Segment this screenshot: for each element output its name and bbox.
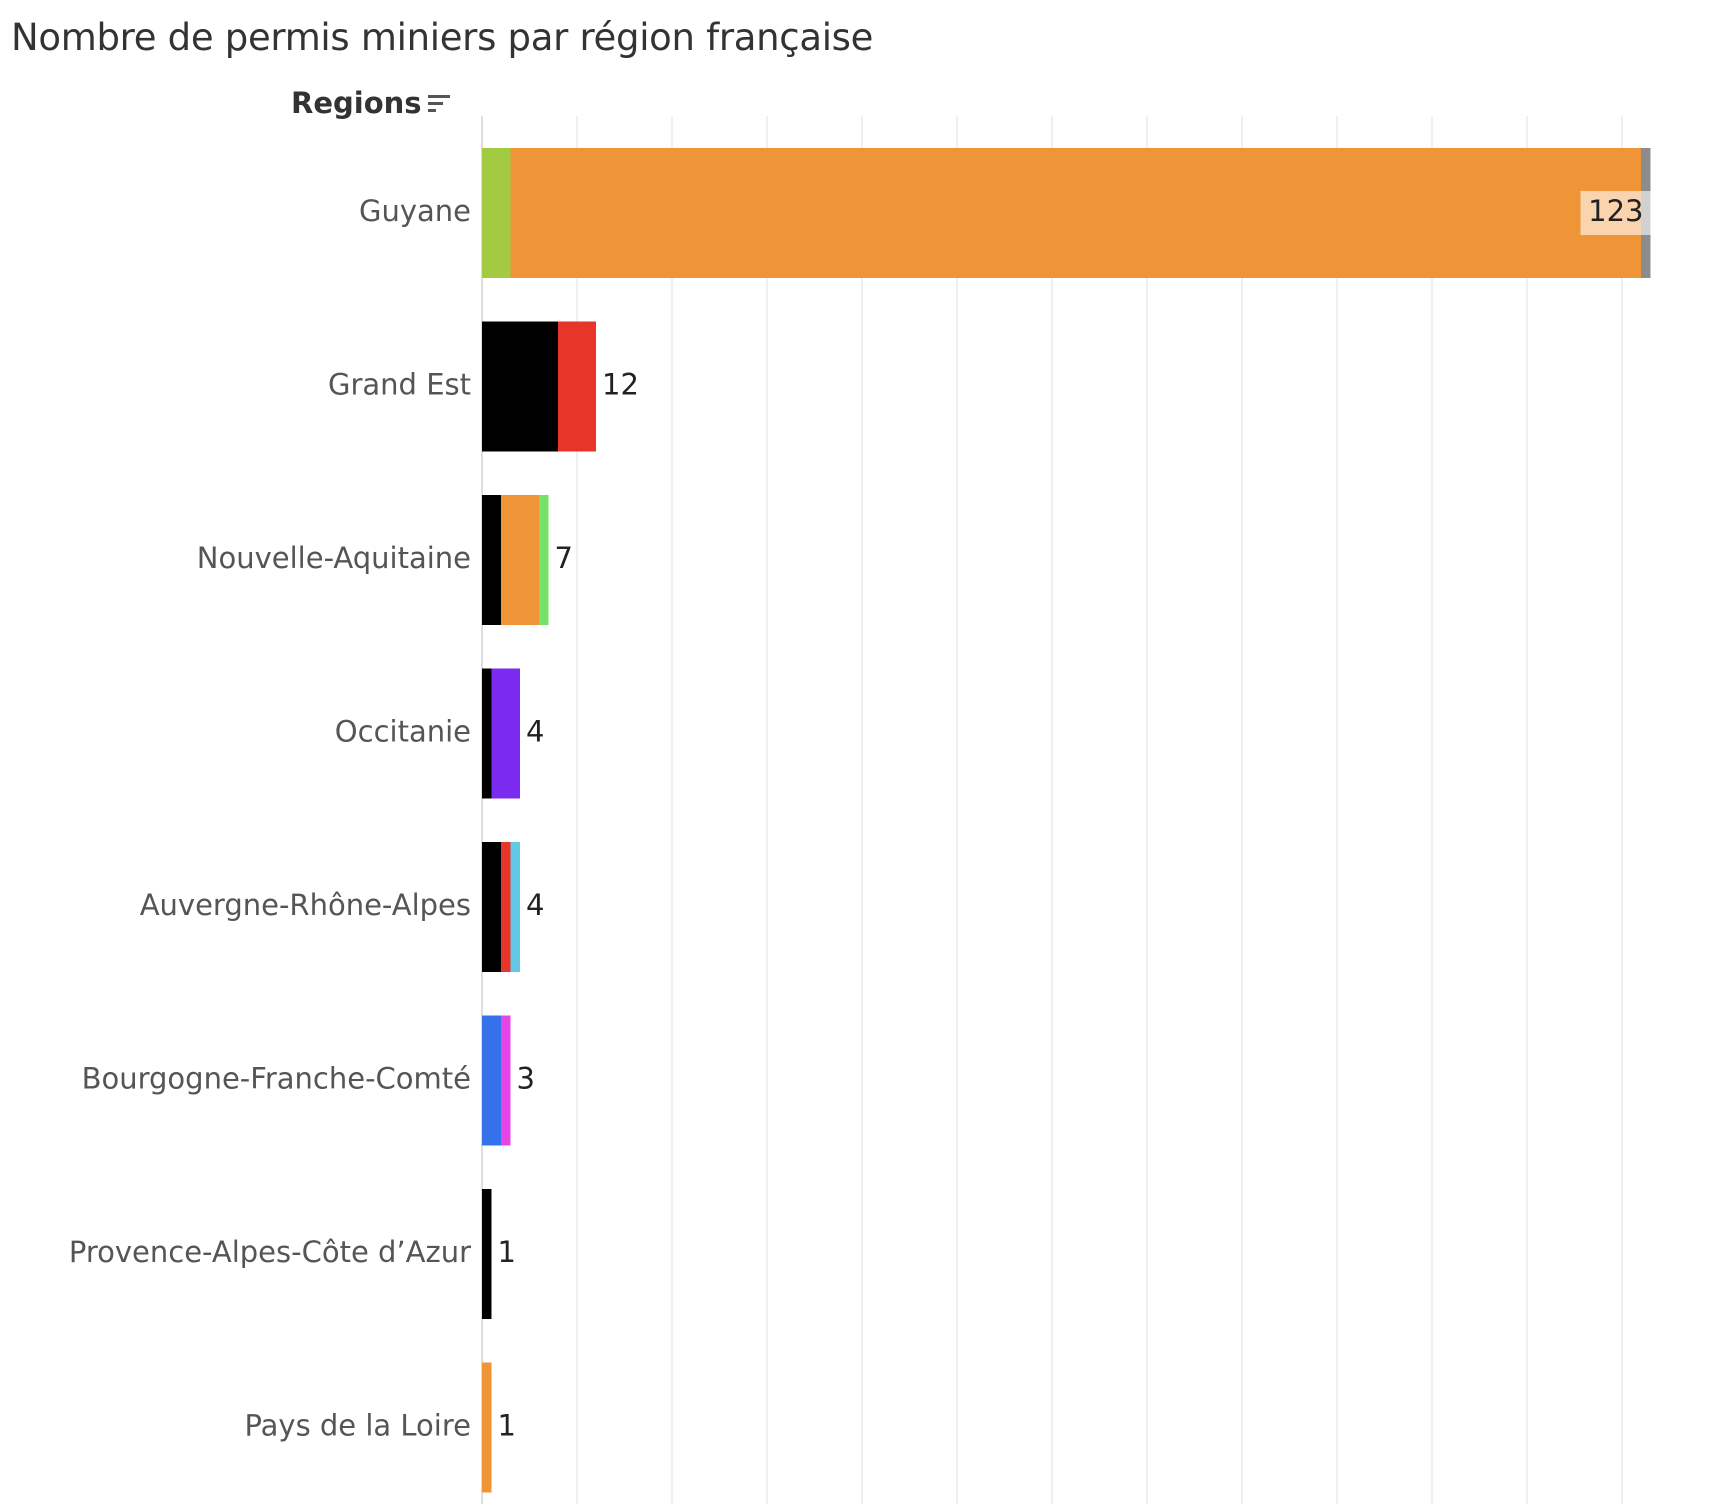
category-label: Grand Est <box>328 368 471 402</box>
value-label: 1 <box>498 1235 516 1269</box>
value-label: 12 <box>602 368 639 402</box>
category-label: Pays de la Loire <box>244 1409 471 1443</box>
bar-segment <box>482 148 511 278</box>
category-label: Nouvelle-Aquitaine <box>197 541 471 575</box>
bar-segment <box>558 321 596 452</box>
bar-segment <box>510 842 520 972</box>
bar-segment <box>539 495 549 625</box>
bar-segment <box>482 668 492 799</box>
category-label: Auvergne-Rhône-Alpes <box>140 888 471 922</box>
bar-segment <box>482 1189 492 1319</box>
grid-lines <box>481 116 1623 1504</box>
bar-segment <box>501 495 539 625</box>
bar-segment <box>482 1362 492 1493</box>
category-label: Provence-Alpes-Côte d’Azur <box>69 1235 471 1269</box>
chart-title: Nombre de permis miniers par région fran… <box>11 16 874 59</box>
bar-segment <box>482 1015 501 1146</box>
category-label: Guyane <box>359 194 471 228</box>
regions-axis-header[interactable]: Regions <box>291 86 450 120</box>
category-label: Occitanie <box>335 715 471 749</box>
regions-axis-label: Regions <box>291 86 422 120</box>
bar-segment <box>482 842 501 972</box>
value-label: 4 <box>526 715 544 749</box>
bar-segment <box>501 1015 511 1146</box>
bar-segment <box>482 321 558 452</box>
bar-segment <box>501 842 511 972</box>
labels: Guyane 123 Grand Est 12 Nouvelle-Aquitaine 7 O… <box>69 191 1651 1443</box>
bar-segment <box>510 148 1641 278</box>
sort-icon[interactable] <box>427 95 450 115</box>
category-label: Bourgogne-Franche-Comté <box>82 1062 471 1096</box>
bar-segment <box>491 668 520 799</box>
value-label: 7 <box>555 541 573 575</box>
value-label: 123 <box>1588 194 1643 228</box>
bar-segment <box>482 495 501 625</box>
value-label: 4 <box>526 888 544 922</box>
bars <box>482 148 1651 1493</box>
value-label-background <box>1580 191 1651 235</box>
value-label: 1 <box>498 1409 516 1443</box>
value-label: 3 <box>517 1062 535 1096</box>
